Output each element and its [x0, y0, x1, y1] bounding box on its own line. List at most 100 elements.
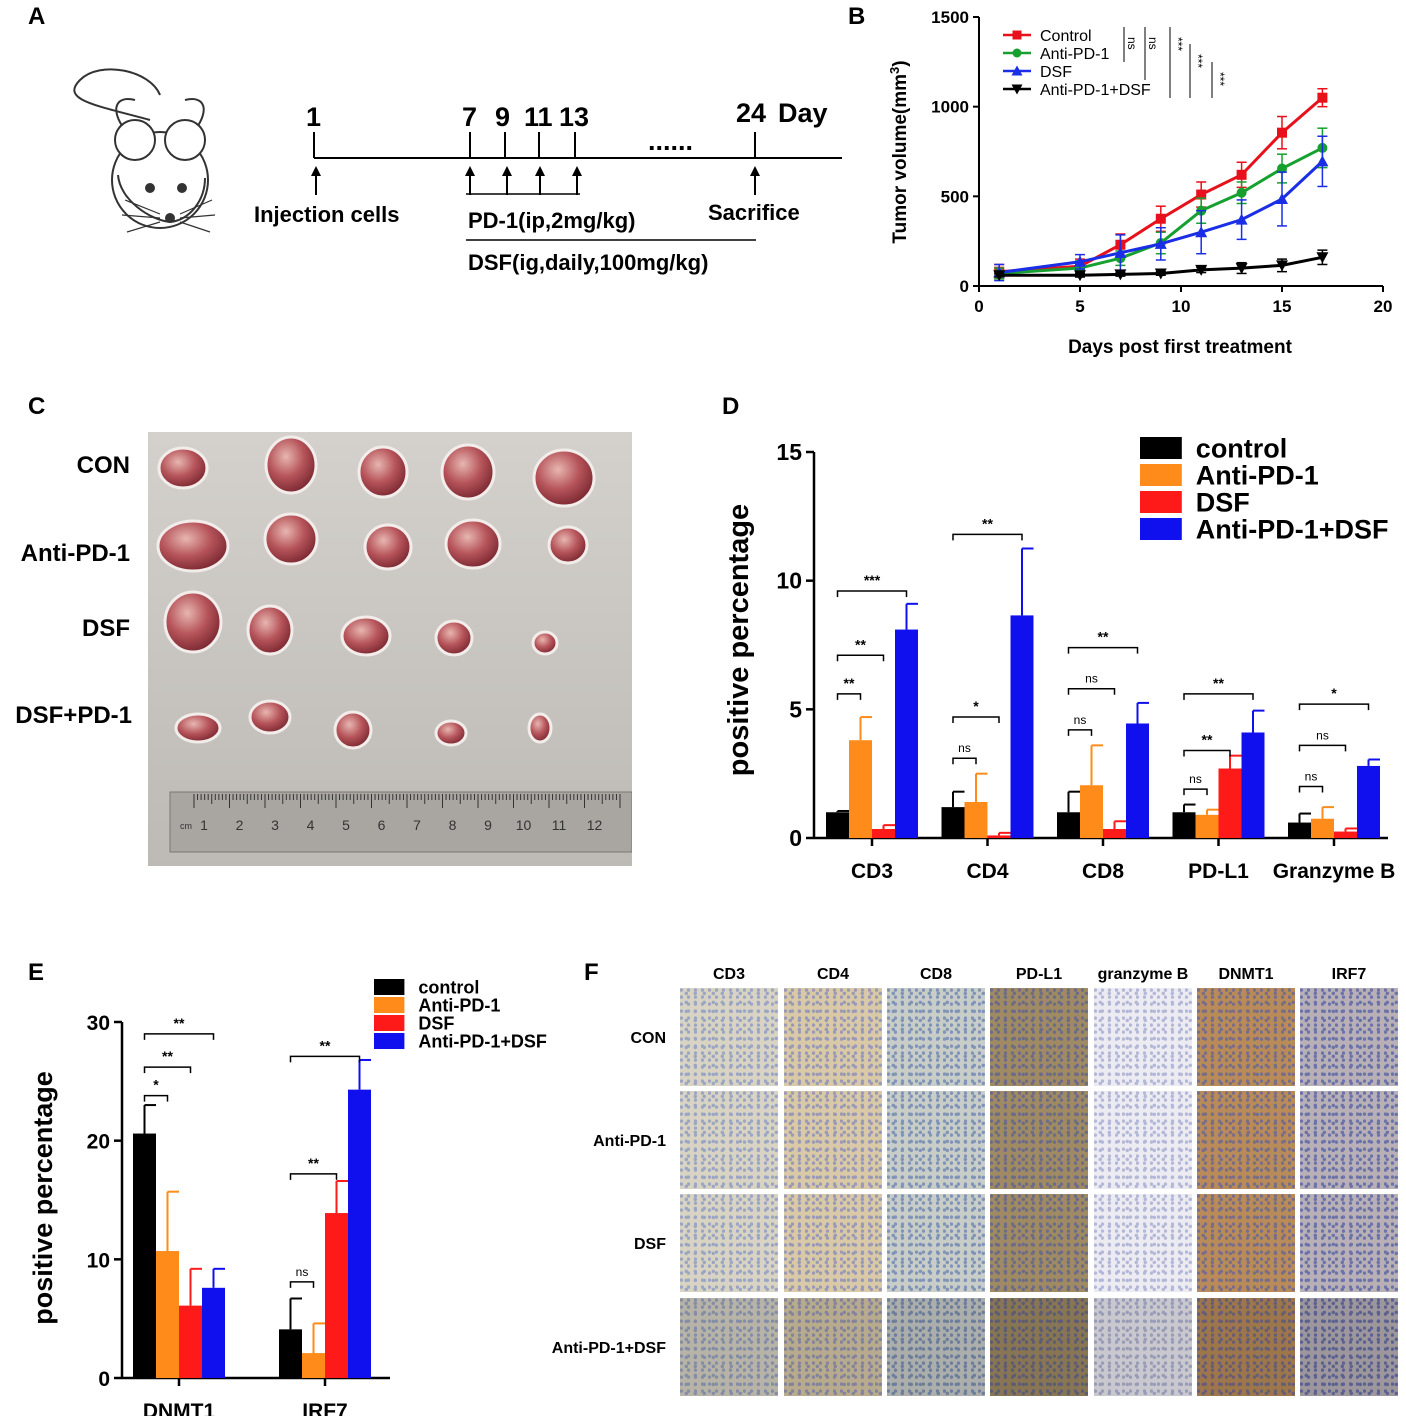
b-ylabel: Tumor volume(mm3) [887, 60, 911, 243]
e-bar [348, 1089, 371, 1378]
d-ytick-label: 0 [789, 825, 802, 851]
d-legend-swatch [1140, 491, 1182, 513]
d-ytick-label: 10 [776, 568, 802, 594]
b-point [1114, 269, 1127, 281]
ruler-number: 4 [307, 817, 315, 833]
d-sig-label: ns [958, 741, 971, 755]
ihc-image [784, 988, 882, 1086]
b-series-line-0 [999, 96, 1324, 274]
d-sig-bracket [836, 590, 908, 597]
b-point [1196, 189, 1207, 200]
d-bar [1357, 765, 1380, 838]
ihc-image [680, 1298, 778, 1396]
d-bar [1334, 831, 1357, 838]
d-legend-label: Anti-PD-1 [1196, 460, 1319, 490]
e-sig-bracket [143, 1066, 192, 1074]
f-column-label: PD-L1 [1015, 966, 1063, 983]
d-ylabel: positive percentage [723, 504, 755, 776]
b-series-line-1 [999, 146, 1324, 275]
d-sig-bracket [1183, 788, 1208, 796]
b-sig-label: *** [1171, 37, 1185, 51]
e-ylabel: positive percentage [28, 1071, 58, 1325]
d-sig-label: *** [864, 572, 881, 588]
e-bar [302, 1353, 325, 1378]
d-sig-bracket [952, 533, 1023, 541]
b-legend-label: DSF [1040, 64, 1072, 81]
e-bar [133, 1133, 156, 1378]
d-bar [1057, 812, 1080, 838]
d-bar [1218, 768, 1242, 838]
c-row-label-dsf: DSF [82, 615, 130, 642]
c-row-label-con: CON [76, 452, 130, 479]
d-bar [1195, 814, 1219, 838]
day-word: Day [778, 98, 828, 128]
ihc-quantification-chart-d: positive percentage 0 5 10 15 CD3 CD4 CD8 PD-L1… [723, 433, 1395, 883]
ruler-number: 3 [271, 817, 279, 833]
ihc-image [887, 988, 985, 1086]
day-9: 9 [495, 102, 510, 132]
b-point [1277, 163, 1287, 174]
d-sig-bracket [1298, 785, 1324, 793]
d-sig-bracket [952, 757, 977, 765]
ihc-image [680, 988, 778, 1086]
e-bar [325, 1213, 348, 1378]
e-sig-label: * [153, 1077, 159, 1093]
b-point [1276, 260, 1288, 272]
f-row-label: Anti-PD-1+DSF [551, 1340, 666, 1357]
b-point [1154, 268, 1167, 280]
ruler-number: 5 [342, 817, 350, 833]
d-bar [941, 807, 965, 838]
d-category-label: CD4 [966, 860, 1008, 883]
d-ytick-label: 15 [776, 439, 802, 465]
dsf-regimen-label: DSF(ig,daily,100mg/kg) [468, 250, 708, 275]
e-ytick-label: 30 [87, 1012, 110, 1035]
d-sig-label: ** [1098, 629, 1109, 645]
b-xtick-label: 20 [1374, 297, 1393, 316]
ihc-image [1197, 1298, 1295, 1396]
b-series-line-3 [999, 255, 1323, 277]
ihc-image [1094, 1194, 1192, 1292]
b-xtick-label: 5 [1075, 297, 1084, 316]
b-xtick-label: 10 [1172, 297, 1191, 316]
b-legend-marker [1012, 48, 1022, 58]
b-point [1317, 92, 1328, 103]
f-column-label: CD3 [712, 966, 745, 983]
ruler-number: 9 [484, 817, 492, 833]
c-row-label-dsf-pd1: DSF+PD-1 [15, 702, 132, 729]
d-sig-bracket [1183, 749, 1231, 757]
ihc-image [887, 1194, 985, 1292]
timeline-ellipsis: ...... [648, 126, 693, 156]
e-legend-label: Anti-PD-1+DSF [418, 1031, 547, 1051]
b-ytick-label: 1500 [931, 8, 969, 27]
e-legend-label: DSF [418, 1013, 454, 1033]
panel-label-a: A [28, 3, 45, 30]
tumor-specimens: cm 1 2 3 4 5 6 7 8 9 10 11 12 [156, 435, 633, 853]
panel-label-e: E [28, 959, 44, 986]
d-bar [1010, 615, 1034, 838]
e-sig-label: ** [320, 1037, 331, 1053]
d-sig-label: ns [1316, 728, 1329, 742]
d-sig-label: * [973, 698, 979, 714]
b-legend-marker [1011, 65, 1023, 76]
ihc-image [1197, 1091, 1295, 1189]
panel-label-f: F [584, 959, 599, 986]
day-24: 24 [736, 98, 766, 128]
b-series-line-2 [999, 160, 1324, 275]
b-ytick-label: 500 [941, 187, 969, 206]
e-category-label: DNMT1 [143, 1400, 216, 1416]
day-1: 1 [306, 102, 321, 132]
e-bar [156, 1251, 179, 1378]
ihc-image [784, 1298, 882, 1396]
d-sig-bracket [1183, 693, 1254, 700]
b-legend-marker [1011, 84, 1023, 95]
d-bar [1311, 818, 1334, 838]
f-row-label: CON [630, 1030, 666, 1047]
e-sig-bracket [289, 1281, 315, 1288]
b-sig-label: *** [1191, 54, 1205, 68]
d-sig-label: ** [982, 515, 993, 531]
b-point [1236, 187, 1247, 198]
ruler-unit: cm [180, 821, 192, 831]
ihc-image [1094, 1091, 1192, 1189]
